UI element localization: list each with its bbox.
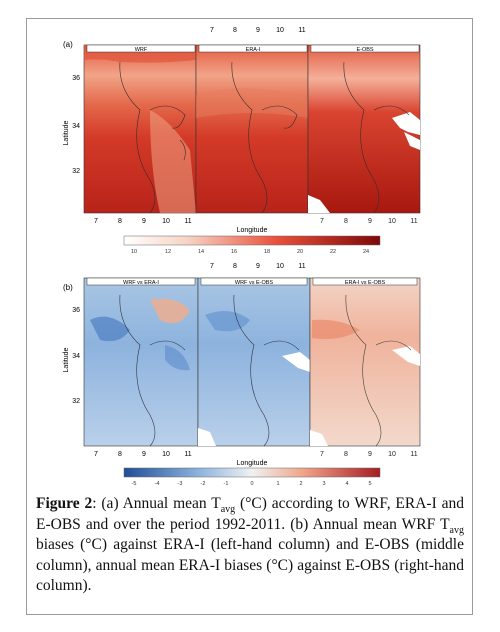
cb-tick: 4 [345, 481, 348, 487]
top-tick: 8 [233, 263, 237, 270]
caption-sub-1: avg [220, 504, 236, 516]
top-tick: 8 [233, 27, 237, 34]
svg-text:8: 8 [344, 451, 348, 458]
map-title: ERA-I [246, 47, 261, 53]
map-era-i: ERA-I [195, 44, 309, 214]
svg-text:10: 10 [388, 218, 396, 225]
top-tick: 10 [276, 27, 284, 34]
map-title: ERA-I vs E-OBS [345, 280, 386, 286]
figure-caption: Figure 2: (a) Annual mean Tavg (°C) acco… [36, 494, 464, 597]
bottom-tick: 8 [118, 218, 122, 225]
caption-text-3: biases (°C) against ERA-I (left-hand col… [36, 536, 464, 594]
cb-tick: -3 [178, 481, 183, 487]
top-tick: 10 [276, 263, 284, 270]
bottom-tick: 8 [118, 451, 122, 458]
svg-text:11: 11 [410, 451, 417, 458]
panel-a-top-ticks: 7 8 9 10 11 [210, 27, 306, 34]
panel-a-label: (a) [63, 40, 73, 49]
top-tick: 11 [298, 263, 305, 270]
bottom-tick: 9 [142, 451, 146, 458]
cb-tick: -1 [224, 481, 229, 487]
map-wrf-vs-e-obs: WRF vs E-OBS [197, 277, 311, 447]
cb-tick: 24 [363, 249, 369, 255]
caption-sub-2: avg [449, 524, 464, 536]
cb-tick: 0 [250, 481, 253, 487]
lat-tick: 32 [72, 398, 80, 405]
map-title: E-OBS [356, 47, 373, 53]
lat-tick: 34 [72, 123, 80, 130]
map-era-i-vs-e-obs: ERA-I vs E-OBS [309, 277, 421, 447]
map-title: WRF vs ERA-I [123, 280, 159, 286]
bottom-tick: 11 [184, 218, 191, 225]
panel-b-lat-ticks: 36 34 32 [72, 307, 80, 405]
caption-label: Figure 2 [36, 495, 93, 512]
figure-graphic: (a) 7 8 9 10 11 36 34 32 Latitude WRF ER… [63, 27, 421, 487]
top-tick: 7 [210, 27, 214, 34]
top-tick: 9 [256, 263, 260, 270]
cb-tick: 14 [198, 249, 204, 255]
panel-b-xlabel: Longitude [237, 460, 268, 467]
panel-a-ylabel: Latitude [63, 120, 70, 145]
cb-tick: 1 [276, 481, 279, 487]
cb-tick: 3 [322, 481, 325, 487]
map-title: WRF [135, 47, 148, 53]
cb-tick: -2 [201, 481, 206, 487]
svg-text:10: 10 [388, 451, 396, 458]
bottom-tick: 10 [162, 218, 170, 225]
map-wrf-vs-era-i: WRF vs ERA-I [83, 277, 199, 447]
svg-text:7: 7 [320, 218, 324, 225]
map-title: WRF vs E-OBS [235, 280, 274, 286]
map-e-obs: E-OBS [307, 44, 421, 214]
panel-b-top-ticks: 7 8 9 10 11 [210, 263, 306, 270]
cb-tick: 5 [368, 481, 371, 487]
cb-tick: 12 [165, 249, 171, 255]
panel-b-label: (b) [63, 283, 73, 292]
map-wrf: WRF [83, 44, 197, 214]
cb-tick: 10 [131, 249, 137, 255]
svg-text:9: 9 [368, 451, 372, 458]
bottom-tick: 7 [94, 218, 98, 225]
top-tick: 11 [298, 27, 305, 34]
panel-b-bottom-ticks: 7 8 9 10 11 [94, 451, 192, 458]
colorbar-a: 10 12 14 16 18 20 22 24 [123, 235, 381, 255]
lat-tick: 36 [72, 75, 80, 82]
cb-tick: -4 [155, 481, 160, 487]
cb-tick: 18 [264, 249, 270, 255]
cb-tick: 22 [330, 249, 336, 255]
panel-a-xlabel: Longitude [237, 227, 268, 234]
cb-tick: 2 [299, 481, 302, 487]
panel-b-ylabel: Latitude [63, 347, 70, 372]
bottom-tick: 9 [142, 218, 146, 225]
lat-tick: 36 [72, 307, 80, 314]
figure-frame [26, 18, 473, 615]
caption-text-2: (°C) according to WRF, ERA-I and E-OBS a… [36, 495, 464, 533]
colorbar-b: -5 -4 -3 -2 -1 0 1 2 3 4 5 [123, 467, 381, 487]
lat-tick: 32 [72, 168, 80, 175]
top-tick: 7 [210, 263, 214, 270]
svg-text:8: 8 [344, 218, 348, 225]
cb-tick: 20 [297, 249, 303, 255]
bottom-tick: 11 [184, 451, 191, 458]
lat-tick: 34 [72, 353, 80, 360]
bottom-tick: 7 [94, 451, 98, 458]
cb-tick: 16 [231, 249, 237, 255]
top-tick: 9 [256, 27, 260, 34]
svg-text:9: 9 [368, 218, 372, 225]
svg-text:7: 7 [320, 451, 324, 458]
panel-a-lat-ticks: 36 34 32 [72, 75, 80, 175]
svg-text:11: 11 [410, 218, 417, 225]
panel-a-bottom-ticks: 7 8 9 10 11 [94, 218, 192, 225]
caption-text-1: : (a) Annual mean T [92, 495, 221, 512]
cb-tick: -5 [132, 481, 137, 487]
bottom-tick: 10 [162, 451, 170, 458]
